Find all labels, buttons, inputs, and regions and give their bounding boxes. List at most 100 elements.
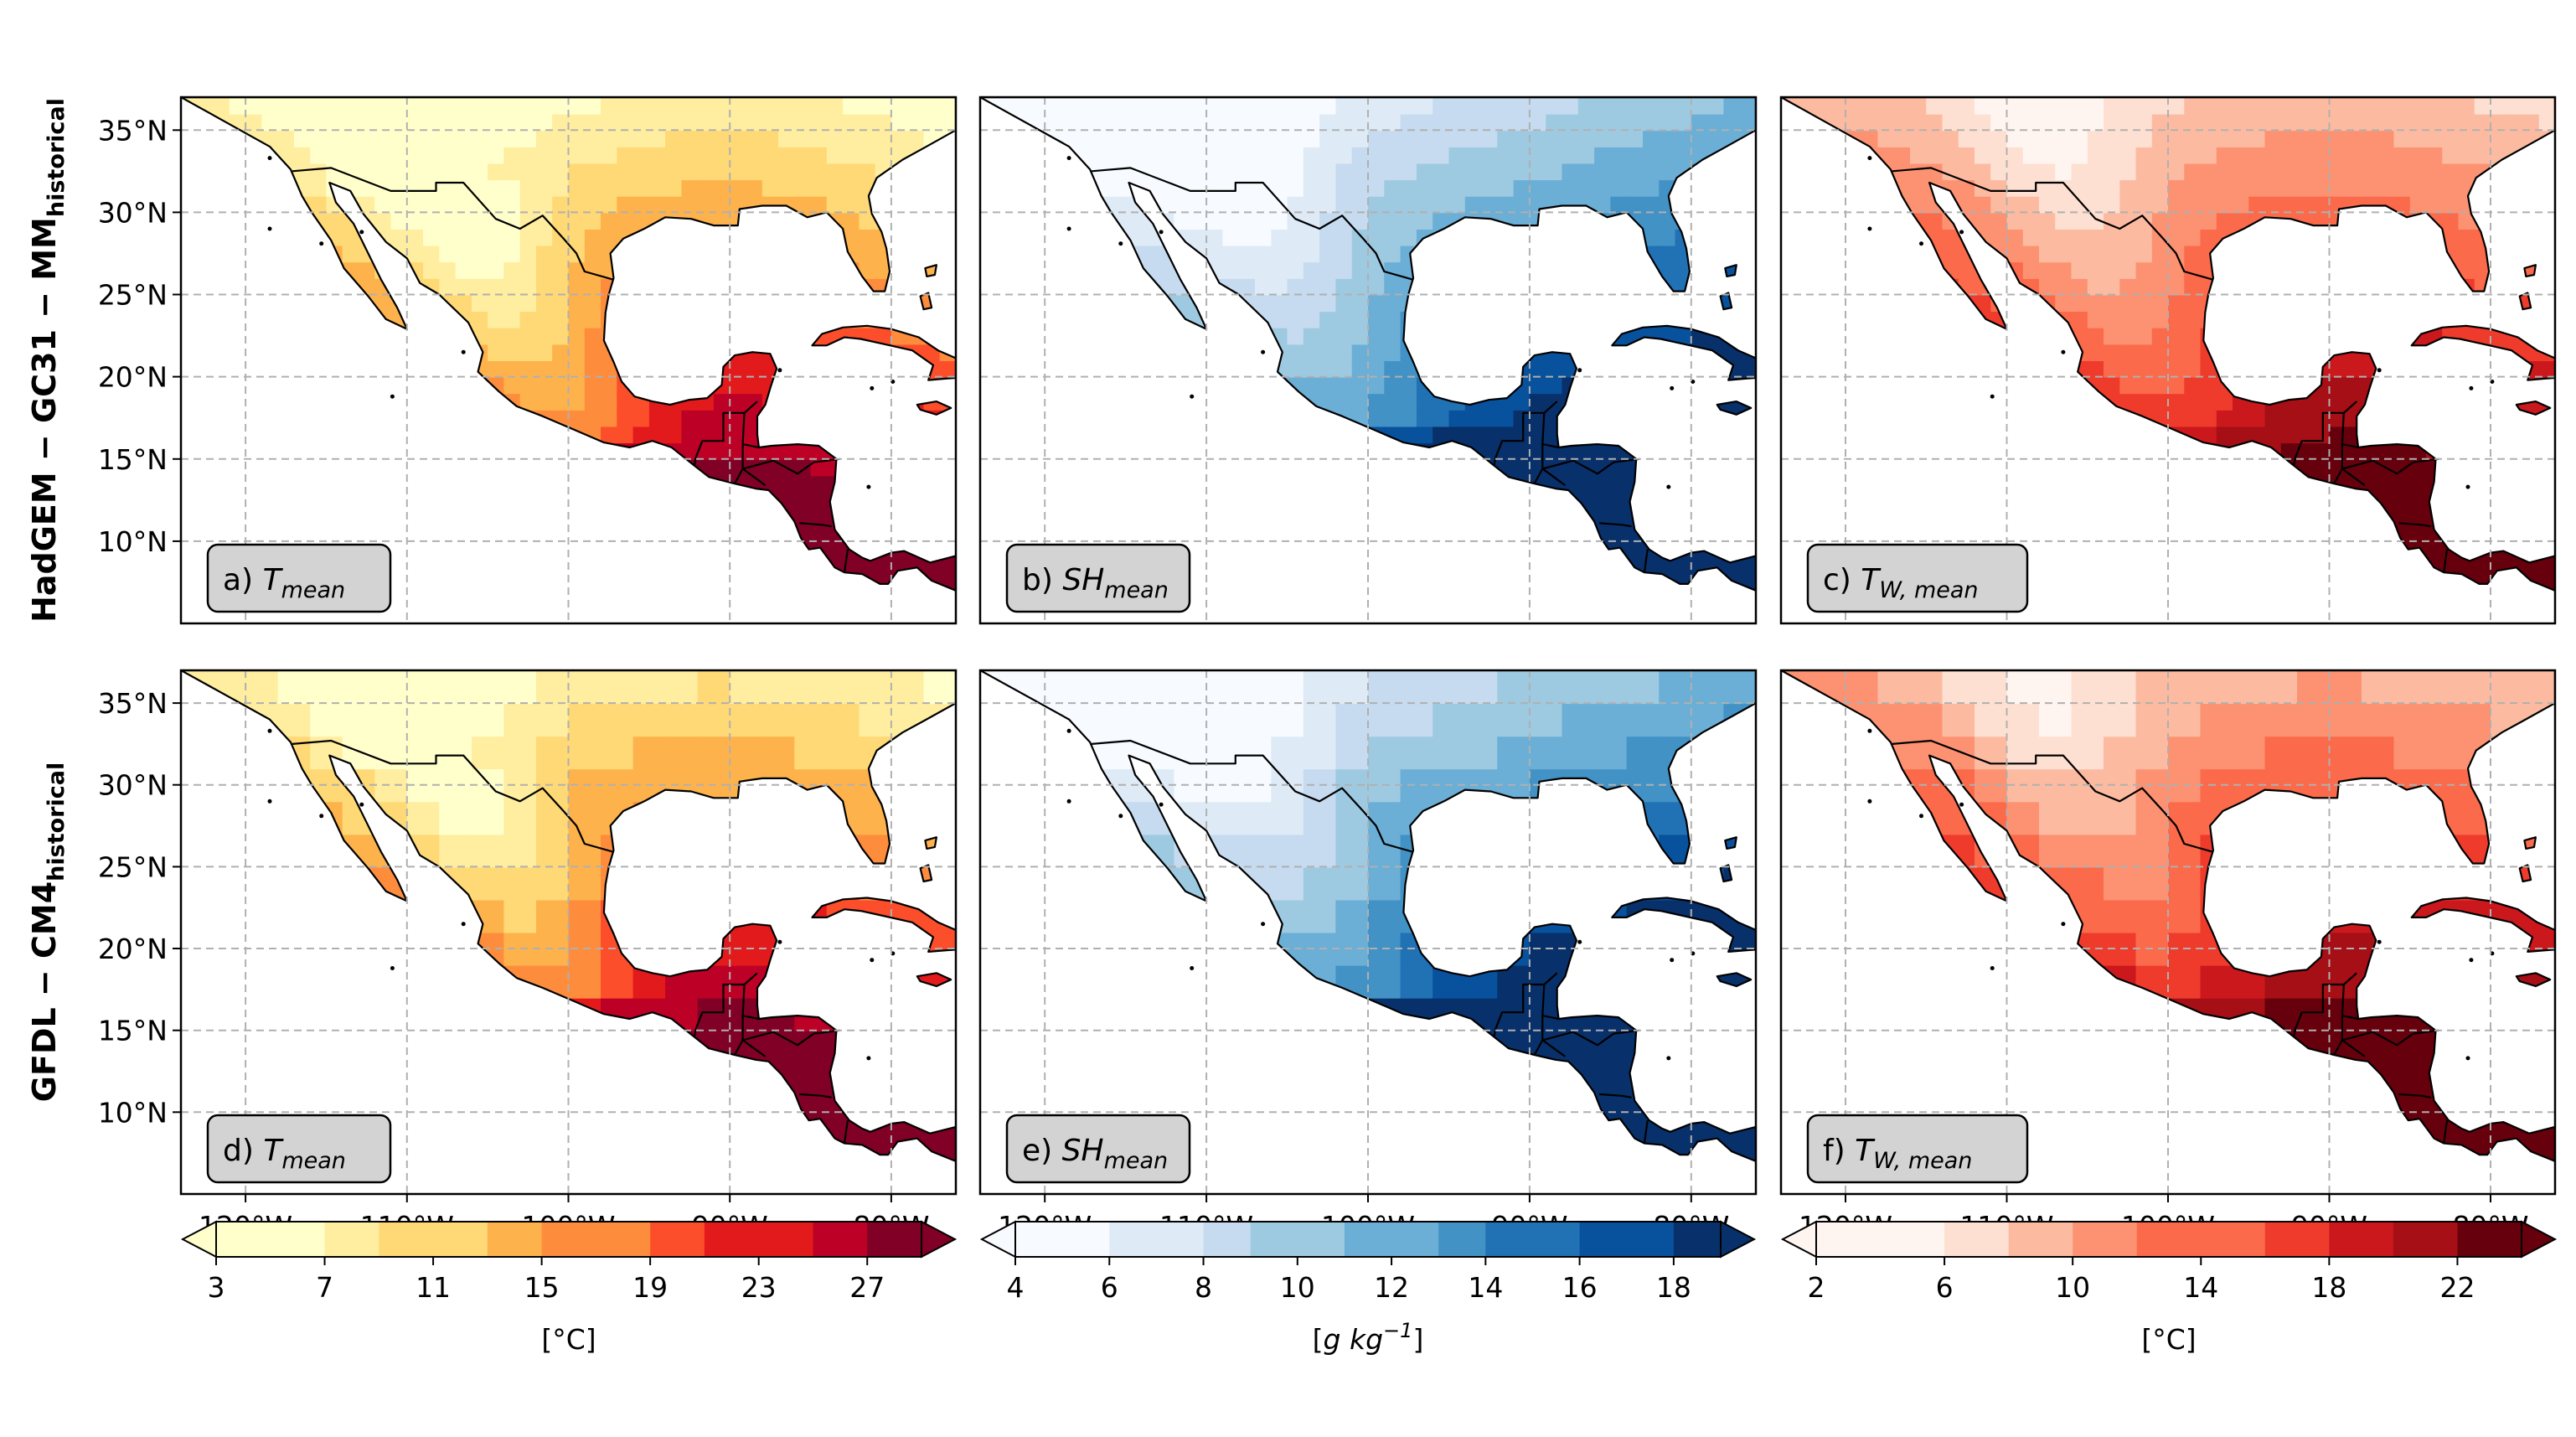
panel-frame [179,96,958,625]
island [1066,156,1071,161]
island [267,226,272,231]
colorbar-bin [2008,1222,2073,1257]
island [2469,958,2474,963]
map-panel-d: 35°N30°N25°N20°N15°N10°N120°W110°W100°W9… [98,669,958,1243]
colorbar-bin [324,1222,380,1257]
colorbar-tick-label: 27 [849,1271,885,1304]
lat-tick-label: 30°N [98,769,168,802]
colorbar-bin [1015,1222,1063,1257]
panel-label-text: a) Tmean [223,563,345,603]
panel-label-f: f) TW, mean [1806,1114,2029,1184]
colorbar-bin [2073,1222,2138,1257]
colorbar-bin [433,1222,488,1257]
map-panel-c: c) TW, mean [1779,96,2557,625]
colorbar-bin [1203,1222,1252,1257]
colorbar-bin [1579,1222,1628,1257]
island [1670,385,1675,390]
colorbar-extend-max [921,1220,958,1259]
island [267,728,272,733]
island [1190,966,1195,970]
island [2465,484,2470,489]
colorbar-bin [1156,1222,1205,1257]
gridlines [181,670,956,1194]
lat-tick-label: 15°N [98,1015,168,1047]
island [870,958,875,963]
coastlines [980,670,1756,1163]
island [1990,394,1995,399]
row-label-main: GFDL − CM4 [26,881,63,1102]
island [777,939,782,944]
island [1670,958,1675,963]
panel-label-a: a) Tmean [206,543,392,613]
colorbar-bin [1250,1222,1298,1257]
colorbar-tick-label: 16 [1562,1271,1598,1304]
colorbar-bin [704,1222,760,1257]
island [2465,1056,2470,1061]
island [870,385,875,390]
row-label-main: HadGEM − GC31 − MM [26,217,63,623]
panel-label-e: e) SHmean [1005,1114,1191,1184]
colorbar-unit: [°C] [2141,1323,2196,1356]
lat-tick-label: 25°N [98,850,168,883]
colorbar-bin [2457,1222,2522,1257]
island [2061,922,2066,927]
island [1577,939,1582,944]
island [2469,385,2474,390]
lat-tick-label: 10°N [98,525,168,558]
colorbar-bin [541,1222,597,1257]
colorbars: 3 7 11 15 19 23 27 [°C] 4 6 8 10 12 14 16 18 [g kg−1] 2 6 1… [180,1220,2558,1356]
colorbar-bin [379,1222,434,1257]
island [267,799,272,804]
colorbar-tick-label: 18 [2311,1271,2346,1304]
gridlines [1781,97,2555,623]
panel-label-text: f) TW, mean [1823,1134,1972,1174]
map-panel-b: b) SHmean [978,96,1758,625]
colorbar-bin [1816,1222,1882,1257]
colorbar-tick-label: 2 [1808,1271,1825,1304]
island [866,484,871,489]
panel-label-d: d) Tmean [206,1114,392,1184]
colorbar-tick-label: 4 [1007,1271,1025,1304]
colorbar-bin [2329,1222,2394,1257]
island [1867,799,1872,804]
colorbar-bin [596,1222,651,1257]
panel-frame [978,96,1758,625]
colorbar-bin [1532,1222,1581,1257]
island [1066,799,1071,804]
colorbar-bin [758,1222,814,1257]
colorbar-bin [1673,1222,1722,1257]
colorbar-bin [1485,1222,1534,1257]
island [1867,226,1872,231]
panel-label-text: e) SHmean [1022,1134,1168,1174]
map-panels: 35°N 30°N 25°N 20°N 15°N 10°N a) Tmean b) SHmea… [98,96,2557,1243]
colorbar-tick-label: 22 [2439,1271,2475,1304]
colorbar-bin [1109,1222,1158,1257]
island [1577,368,1582,373]
colorbar-tick-label: 14 [2183,1271,2218,1304]
lat-tick-label: 30°N [98,196,168,229]
gridlines [980,97,1756,623]
colorbar-1: 3 7 11 15 19 23 27 [°C] [180,1220,958,1356]
gridlines [1781,670,2555,1194]
colorbar-tick-label: 19 [632,1271,668,1304]
panel-label-text: b) SHmean [1022,563,1169,603]
lat-tick-label: 20°N [98,933,168,965]
panel-label-text: d) Tmean [223,1134,346,1174]
island [1867,728,1872,733]
island [2061,349,2066,354]
coastlines [1781,97,2555,592]
colorbar-bin [813,1222,869,1257]
colorbar-bin [1062,1222,1110,1257]
island [1959,802,1964,807]
colorbar-bin [867,1222,922,1257]
lat-tick-label: 15°N [98,443,168,476]
colorbar-tick-label: 15 [524,1271,560,1304]
island [1261,922,1266,927]
panel-label-text: c) TW, mean [1823,563,1979,603]
coastlines [1781,670,2555,1163]
row-label-sub: historical [44,98,70,217]
colorbar-bin [216,1222,271,1257]
island [461,922,466,927]
colorbar-tick-label: 14 [1468,1271,1503,1304]
